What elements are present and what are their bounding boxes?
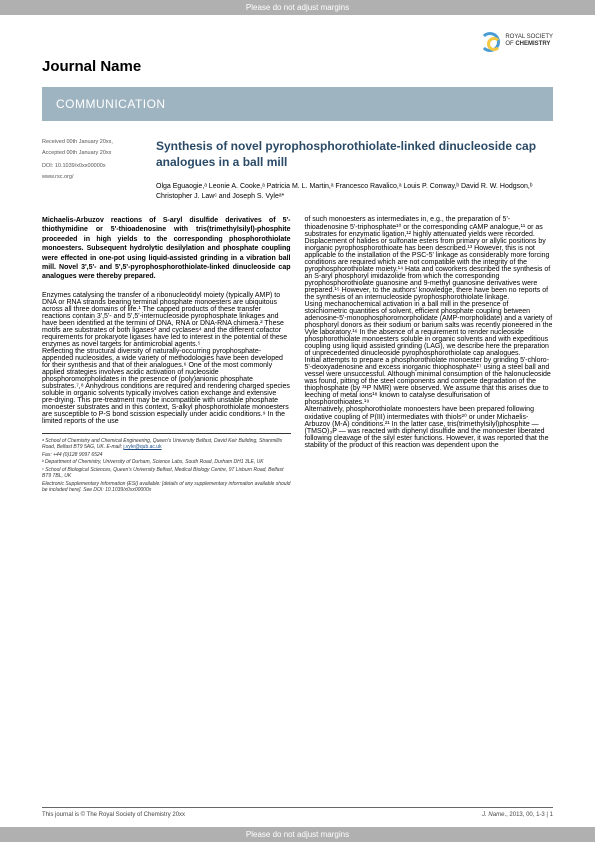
body-column-right: of such monoesters as intermediates in, … [305, 216, 554, 495]
bottom-margin-bar: Please do not adjust margins [0, 827, 595, 842]
top-margin-bar: Please do not adjust margins [0, 0, 595, 15]
affiliations: ᵃ School of Chemistry and Chemical Engin… [42, 433, 291, 494]
page-footer: This journal is © The Royal Society of C… [42, 807, 553, 818]
affil-esi: Electronic Supplementary Information (ES… [42, 481, 291, 494]
article-title: Synthesis of novel pyrophosphorothiolate… [156, 139, 553, 170]
body-para: Using mechanochemical activation in a ba… [305, 301, 554, 357]
accepted-date: Accepted 00th January 20xx [42, 150, 142, 157]
logo-row: ROYAL SOCIETYOF CHEMISTRY [42, 30, 553, 52]
journal-name: Journal Name [42, 58, 553, 75]
rsc-logo-text: ROYAL SOCIETYOF CHEMISTRY [505, 34, 553, 47]
authors: Olga Eguaogie,ᵃ Leonie A. Cooke,ᵃ Patric… [156, 182, 553, 202]
abstract: Michaelis-Arbuzov reactions of S-aryl di… [42, 216, 291, 282]
body-para: Reflecting the structural diversity of n… [42, 348, 291, 425]
body-para: of such monoesters as intermediates in, … [305, 216, 554, 301]
rsc-url: www.rsc.org/ [42, 174, 142, 181]
affil-a: ᵃ School of Chemistry and Chemical Engin… [42, 438, 282, 451]
body-para: Enzymes catalysing the transfer of a rib… [42, 292, 291, 348]
communication-bar: COMMUNICATION [42, 87, 553, 121]
rsc-logo-icon [476, 30, 502, 52]
affil-email-link[interactable]: j.vyle@qub.ac.uk [123, 444, 161, 450]
meta-column: Received 00th January 20xx, Accepted 00t… [42, 139, 142, 216]
affil-b: ᵇ Department of Chemistry, University of… [42, 459, 291, 466]
affil-fax: Fax: +44 (0)128 9097 6524 [42, 452, 291, 459]
footer-right: J. Name., 2013, 00, 1-3 | 1 [482, 812, 553, 818]
affil-c: ᶜ School of Biological Sciences, Queen's… [42, 467, 291, 480]
body-para: Initial attempts to prepare a phosphorot… [305, 357, 554, 406]
rsc-logo: ROYAL SOCIETYOF CHEMISTRY [476, 30, 553, 52]
footer-left: This journal is © The Royal Society of C… [42, 812, 185, 818]
received-date: Received 00th January 20xx, [42, 139, 142, 146]
body-column-left: Michaelis-Arbuzov reactions of S-aryl di… [42, 216, 291, 495]
body-para: Alternatively, phosphorothiolate monoest… [305, 406, 554, 449]
doi: DOI: 10.1039/x0xx00000x [42, 163, 142, 170]
